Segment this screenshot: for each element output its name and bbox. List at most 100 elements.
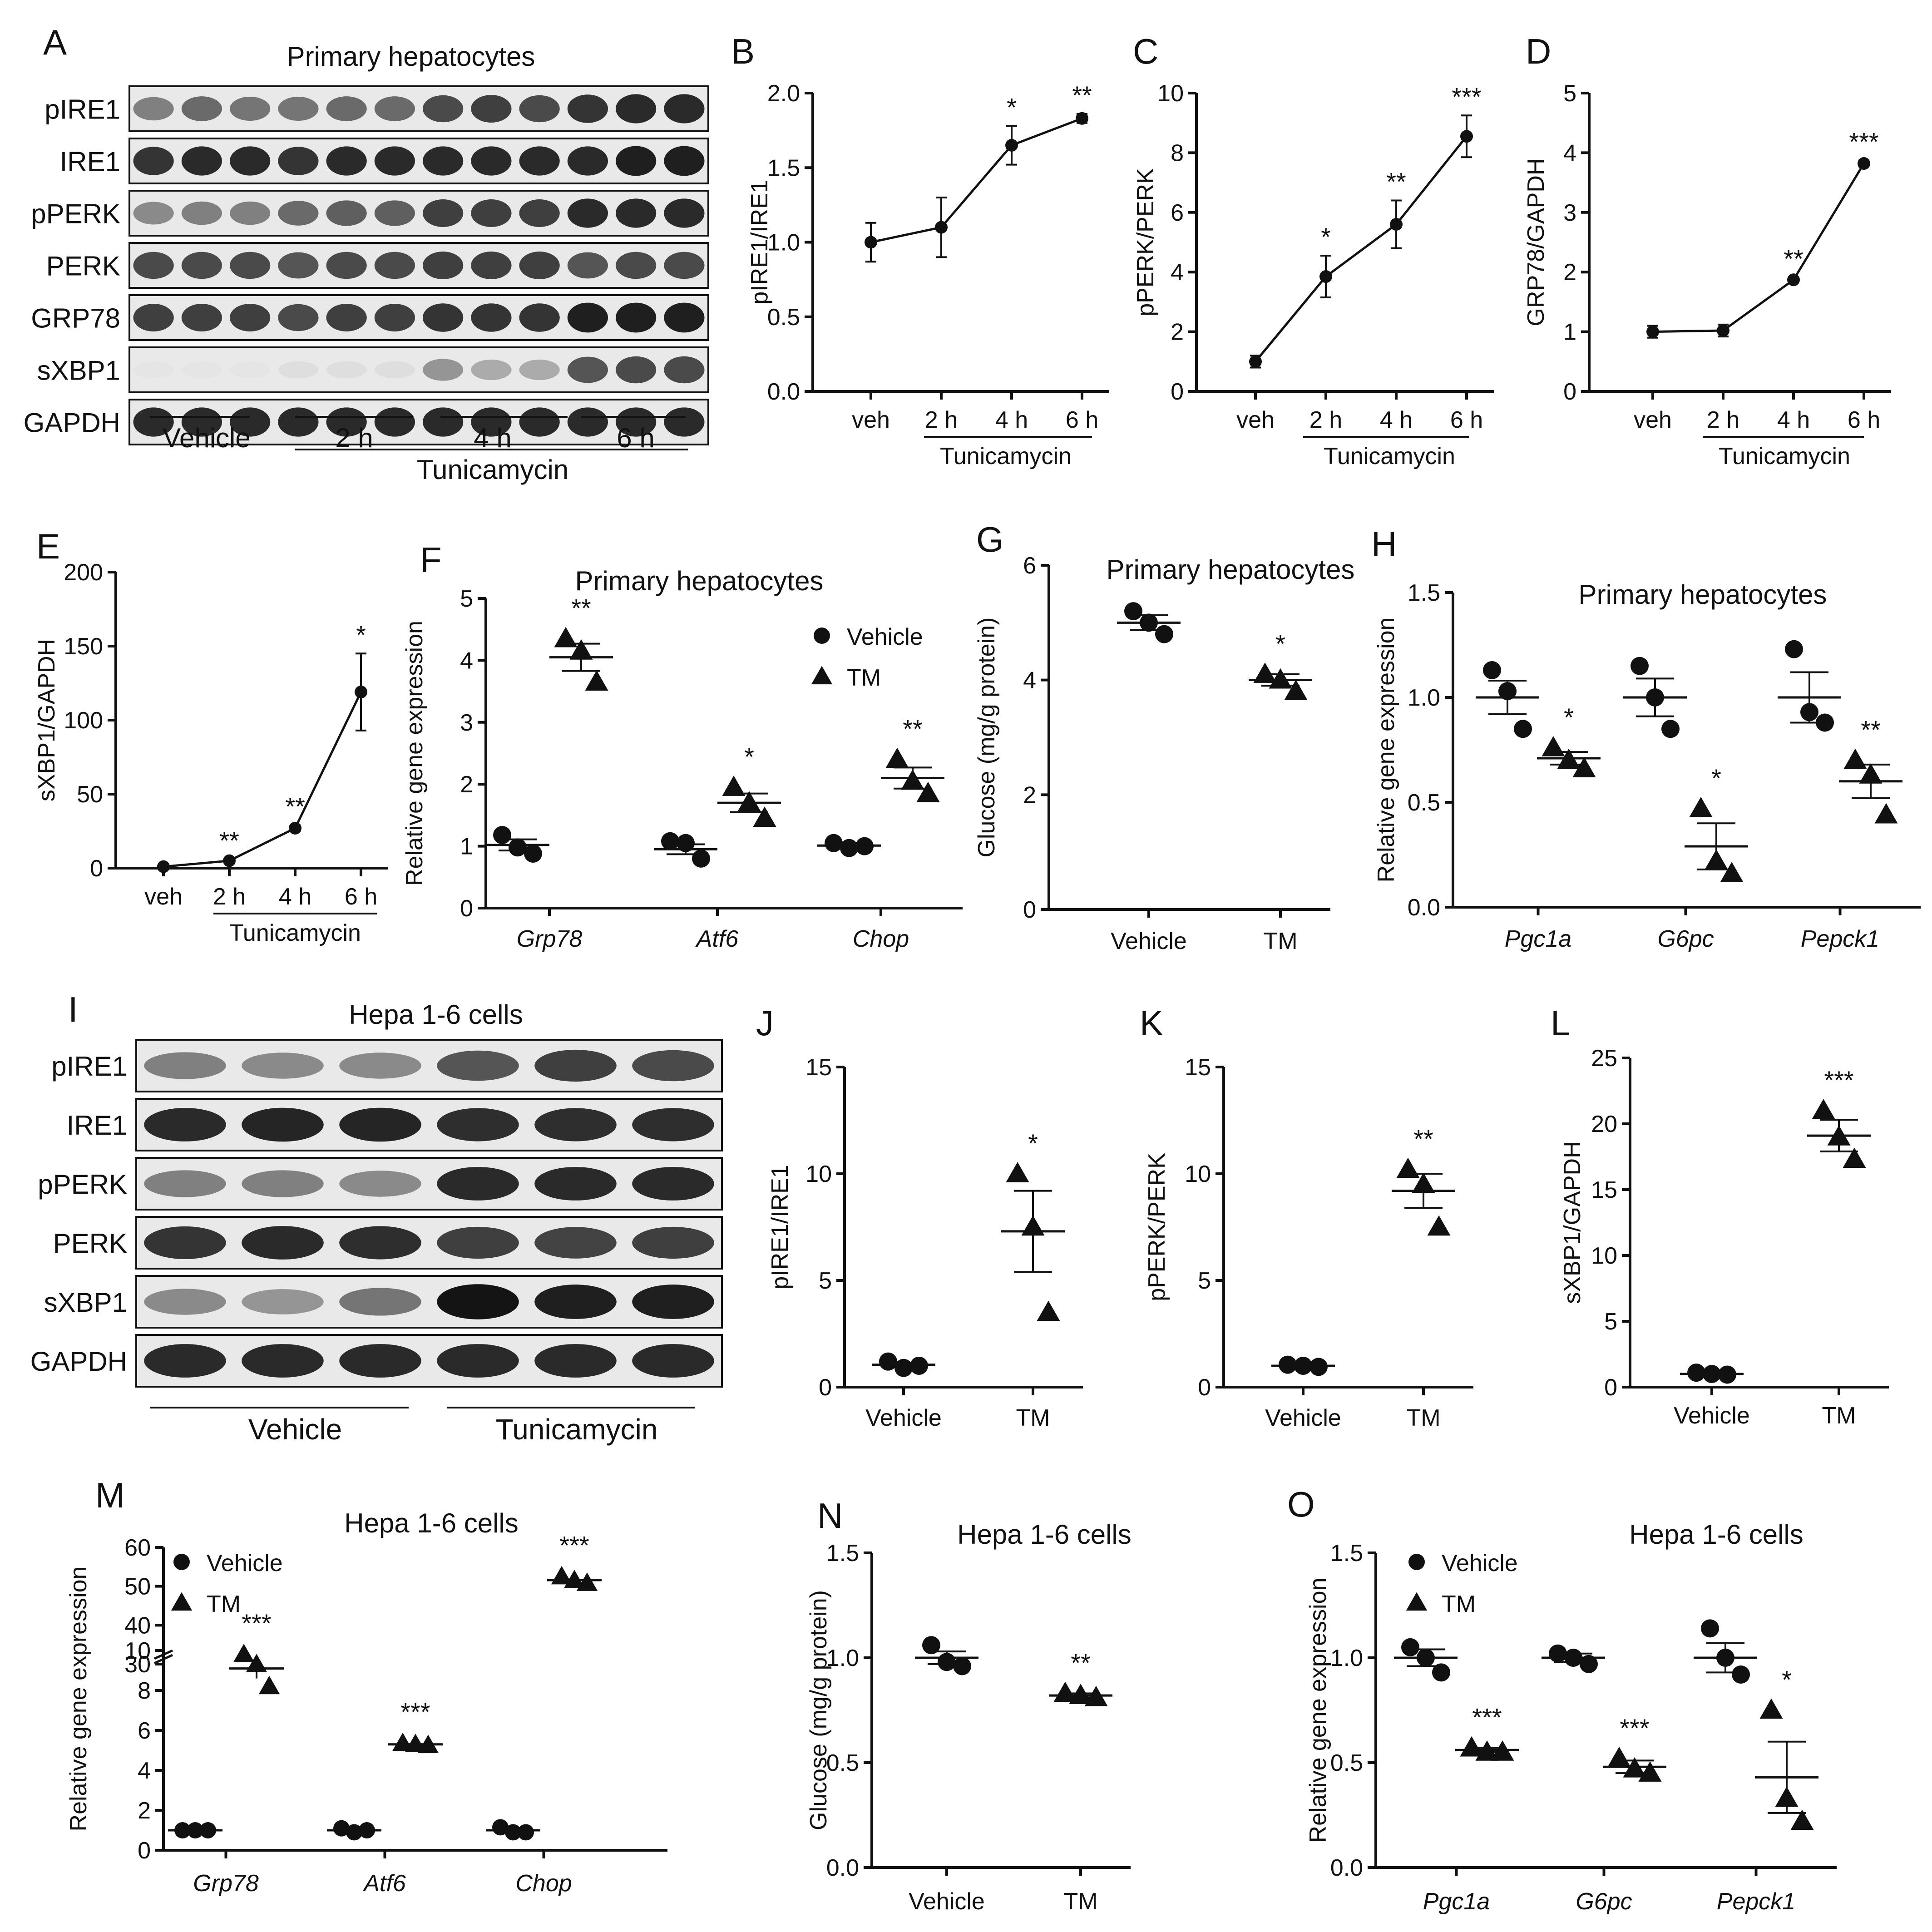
y-tick-label: 4 bbox=[138, 1758, 151, 1784]
x-tick-label: Vehicle bbox=[909, 1888, 985, 1915]
y-axis-label: pIRE1/IRE1 bbox=[746, 180, 773, 305]
band bbox=[144, 1052, 226, 1079]
legend-marker-vehicle bbox=[173, 1554, 190, 1570]
y-tick-label: 30 bbox=[124, 1651, 151, 1678]
x-tick-label: Atf6 bbox=[362, 1870, 406, 1897]
x-tick-label: Vehicle bbox=[865, 1405, 942, 1431]
band bbox=[519, 95, 560, 123]
data-point-vehicle bbox=[333, 1820, 350, 1837]
band bbox=[374, 304, 415, 331]
y-tick-label: 20 bbox=[1591, 1111, 1617, 1137]
band bbox=[534, 1227, 617, 1259]
data-point-vehicle bbox=[953, 1657, 971, 1675]
band bbox=[133, 361, 174, 378]
band bbox=[230, 361, 271, 378]
band bbox=[326, 304, 367, 331]
band bbox=[664, 198, 705, 228]
lane-group-label: 6 h bbox=[617, 423, 654, 453]
band bbox=[339, 1288, 421, 1316]
data-point-tm bbox=[1759, 1698, 1783, 1719]
data-point-tm bbox=[1689, 796, 1713, 817]
y-tick-label: 1.5 bbox=[1408, 580, 1440, 606]
data-point-tm bbox=[233, 1644, 255, 1662]
y-tick-label: 3 bbox=[1563, 200, 1576, 226]
data-point bbox=[1460, 130, 1473, 143]
panel-label-l: L bbox=[1551, 1003, 1570, 1043]
band bbox=[471, 407, 512, 437]
band bbox=[278, 304, 319, 331]
band bbox=[278, 96, 319, 121]
significance-star: * bbox=[1321, 222, 1331, 251]
chart-f: 0 1 2 3 4 5 Relative gene expression Grp78 Atf6 C… bbox=[401, 566, 963, 952]
y-tick-label: 1.5 bbox=[826, 1540, 859, 1566]
band bbox=[519, 407, 560, 437]
x-tick-label: Chop bbox=[853, 926, 909, 952]
band bbox=[471, 359, 512, 380]
chart-c: 0 2 4 6 8 10 pPERK/PERK veh 2 h 4 h 6 h Tunicamycin… bbox=[1132, 80, 1494, 469]
band bbox=[471, 199, 512, 227]
significance-star: ** bbox=[285, 792, 305, 820]
y-tick-label: 3 bbox=[460, 710, 473, 736]
band bbox=[567, 146, 608, 176]
data-point-tm bbox=[753, 806, 776, 827]
y-tick-label: 10 bbox=[1591, 1243, 1617, 1269]
band bbox=[664, 407, 705, 437]
band bbox=[144, 1344, 226, 1378]
legend-marker-vehicle bbox=[814, 628, 830, 644]
y-tick-label: 1.5 bbox=[767, 155, 800, 181]
blot-row-label: PERK bbox=[53, 1228, 127, 1259]
series-line bbox=[163, 691, 362, 868]
band bbox=[181, 407, 222, 437]
significance-star: ** bbox=[1413, 1125, 1433, 1153]
band bbox=[616, 94, 657, 124]
chart-title: Primary hepatocytes bbox=[1579, 579, 1827, 610]
y-tick-label: 5 bbox=[1604, 1309, 1617, 1335]
significance-star: *** bbox=[559, 1531, 589, 1559]
y-tick-label: 15 bbox=[1185, 1054, 1211, 1081]
y-tick-label: 0.0 bbox=[826, 1855, 859, 1881]
data-point-vehicle bbox=[879, 1352, 897, 1371]
band bbox=[616, 252, 657, 279]
data-point-vehicle bbox=[677, 834, 695, 852]
band bbox=[632, 1226, 714, 1259]
data-point-vehicle bbox=[894, 1359, 913, 1377]
significance-star: * bbox=[1028, 1129, 1038, 1157]
y-tick-label: 2 bbox=[1023, 782, 1036, 808]
data-point bbox=[223, 854, 236, 867]
y-tick-label: 8 bbox=[1171, 140, 1184, 166]
band bbox=[144, 1170, 226, 1197]
significance-star: ** bbox=[219, 826, 239, 855]
y-tick-label: 2 bbox=[1171, 319, 1184, 346]
band bbox=[374, 200, 415, 226]
band bbox=[423, 95, 464, 123]
band bbox=[519, 146, 560, 176]
data-point-vehicle bbox=[1785, 640, 1803, 658]
band bbox=[423, 407, 464, 437]
band bbox=[471, 303, 512, 332]
data-point-tm bbox=[1638, 1761, 1662, 1782]
y-tick-label: 2 bbox=[1563, 259, 1576, 286]
blot-strip-pire1 bbox=[128, 85, 709, 132]
y-tick-label: 6 bbox=[1023, 553, 1036, 579]
legend-label-tm: TM bbox=[1442, 1591, 1476, 1617]
y-tick-label: 15 bbox=[805, 1054, 832, 1081]
chart-j: 0 5 10 15 pIRE1/IRE1 Vehicle TM * bbox=[767, 1054, 1083, 1431]
y-tick-label: 0.5 bbox=[1408, 790, 1440, 816]
x-tick-label: 6 h bbox=[1066, 407, 1098, 433]
band bbox=[326, 146, 367, 176]
band bbox=[181, 146, 222, 176]
band bbox=[339, 1344, 421, 1378]
y-tick-label: 0.0 bbox=[1330, 1855, 1363, 1881]
x-tick-label: veh bbox=[144, 884, 183, 910]
band bbox=[278, 147, 319, 175]
data-point-vehicle bbox=[1701, 1619, 1719, 1638]
blot-row-label: GRP78 bbox=[31, 303, 120, 334]
band bbox=[437, 1167, 519, 1201]
series-line bbox=[1652, 163, 1865, 333]
significance-star: *** bbox=[1472, 1703, 1502, 1732]
blot-row-label: pPERK bbox=[31, 199, 120, 229]
y-tick-label: 1.0 bbox=[826, 1645, 859, 1671]
chart-d: 0 1 2 3 4 5 GRP78/GAPDH veh 2 h 4 h 6 h Tunicamycin… bbox=[1523, 80, 1891, 469]
y-tick-label: 2.0 bbox=[767, 80, 800, 107]
data-point-tm bbox=[1874, 803, 1898, 824]
